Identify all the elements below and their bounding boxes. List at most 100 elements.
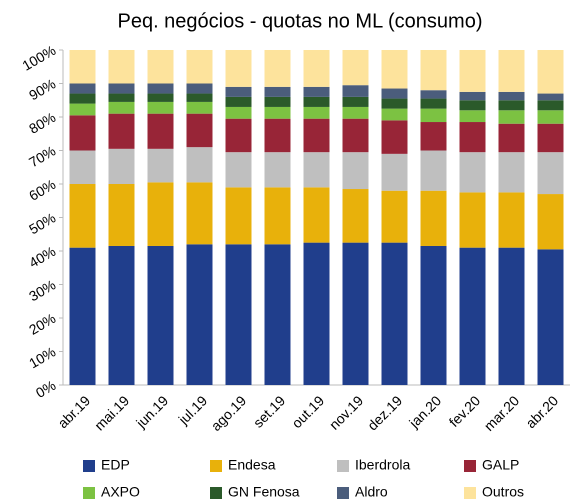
chart-title: Peq. negócios - quotas no ML (consumo) (117, 10, 482, 32)
bar-segment (108, 148, 135, 184)
bar-segment (381, 108, 408, 121)
bar-segment (69, 150, 96, 184)
bar-segment (108, 184, 135, 246)
bar-segment (420, 108, 447, 123)
y-tick-label: 30% (26, 276, 58, 304)
bar-segment (420, 245, 447, 385)
bar-segment (537, 110, 564, 124)
bar-segment (264, 152, 291, 188)
legend-swatch (210, 460, 222, 472)
bar-segment (342, 118, 369, 153)
bar-segment (264, 187, 291, 245)
x-tick-label: abr.20 (522, 392, 561, 431)
bar-segment (108, 101, 135, 114)
y-tick-label: 40% (26, 243, 58, 271)
bar-segment (498, 247, 525, 385)
bar-segment (342, 106, 369, 119)
bar-segment (342, 96, 369, 107)
x-tick-label: mai.19 (91, 392, 132, 433)
bar-segment (342, 50, 369, 86)
bar-segment (303, 152, 330, 188)
bar-segment (537, 123, 564, 153)
bar-segment (303, 106, 330, 119)
bar-segment (186, 244, 213, 385)
bar-segment (342, 242, 369, 385)
bar-segment (459, 122, 486, 153)
legend-swatch (464, 460, 476, 472)
legend-swatch (83, 487, 95, 499)
legend-swatch (210, 487, 222, 499)
legend-label: EDP (101, 457, 130, 473)
bar-segment (186, 113, 213, 148)
legend-label: Iberdrola (355, 457, 410, 473)
bar-segment (264, 50, 291, 87)
bar-segment (186, 83, 213, 94)
bar-segment (147, 148, 174, 183)
bar-segment (420, 50, 447, 91)
bar-segment (459, 91, 486, 101)
bar-segment (186, 93, 213, 102)
bar-segment (498, 91, 525, 101)
bar-segment (147, 93, 174, 102)
bar-segment (69, 247, 96, 385)
bar-segment (381, 120, 408, 154)
bar-segment (264, 106, 291, 119)
bar-segment (303, 96, 330, 107)
bar-segment (459, 100, 486, 111)
bar-segment (186, 147, 213, 183)
legend-label: AXPO (101, 484, 140, 500)
bar-segment (303, 242, 330, 385)
bar-segment (459, 247, 486, 385)
x-tick-label: dez.19 (364, 392, 405, 433)
legend-label: Aldro (355, 484, 388, 500)
bar-segment (498, 192, 525, 248)
x-tick-label: jun.19 (132, 392, 171, 431)
bar-segment (225, 152, 252, 188)
bar-segment (69, 103, 96, 116)
bar-segment (225, 244, 252, 385)
bar-segment (264, 86, 291, 97)
bar-segment (303, 50, 330, 87)
bar-segment (108, 50, 135, 84)
x-tick-label: mar.20 (481, 392, 523, 434)
bar-segment (264, 118, 291, 153)
legend-swatch (337, 460, 349, 472)
bar-segment (420, 90, 447, 99)
y-tick-label: 90% (26, 75, 58, 103)
bar-segment (69, 50, 96, 84)
bar-segment (147, 182, 174, 246)
x-tick-label: set.19 (250, 392, 288, 430)
bar-segment (147, 101, 174, 114)
bar-segment (186, 101, 213, 114)
bar-segment (381, 190, 408, 243)
bar-segment (147, 245, 174, 385)
bar-segment (498, 100, 525, 111)
bar-segment (537, 249, 564, 385)
bar-segment (225, 118, 252, 153)
bar-segment (459, 110, 486, 123)
bar-segment (537, 50, 564, 94)
x-tick-label: ago.19 (208, 392, 250, 434)
bar-segment (537, 93, 564, 101)
bar-segment (186, 50, 213, 84)
bar-segment (420, 122, 447, 151)
bar-segment (303, 118, 330, 153)
bar-segment (537, 152, 564, 195)
bar-segment (303, 86, 330, 97)
legend-label: GN Fenosa (228, 484, 300, 500)
bar-segment (342, 189, 369, 243)
bar-segment (108, 83, 135, 94)
bar-segment (303, 187, 330, 243)
bar-segment (420, 190, 447, 246)
y-tick-label: 0% (33, 377, 59, 401)
bar-segment (498, 123, 525, 153)
x-tick-label: nov.19 (326, 392, 366, 432)
bar-segment (225, 50, 252, 87)
bar-segment (69, 115, 96, 151)
bar-segment (459, 50, 486, 92)
bar-segment (69, 83, 96, 94)
bar-segment (264, 96, 291, 107)
y-tick-label: 100% (19, 42, 58, 74)
bar-segment (498, 50, 525, 92)
